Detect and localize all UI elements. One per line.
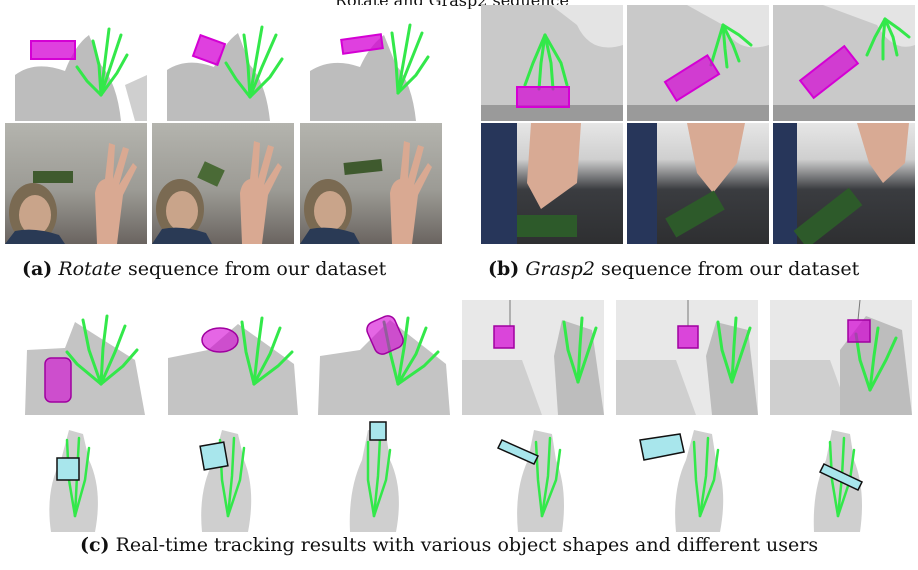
depth-render [25, 314, 145, 415]
caption-a-tag: (a) [22, 258, 53, 280]
grasp2-rgb-frame-1 [481, 123, 623, 244]
tracking-model-frame-1 [5, 420, 147, 532]
caption-b: (b) Grasp2 sequence from our dataset [488, 258, 859, 280]
rotate-depth-frame-3 [300, 5, 442, 121]
tracking-model-frame-6 [770, 420, 912, 532]
caption-b-rest: sequence from our dataset [600, 258, 860, 280]
caption-c: (c) Real-time tracking results with vari… [80, 534, 818, 556]
depth-render [167, 25, 284, 121]
model-render [349, 421, 399, 532]
rgb-photo [5, 143, 137, 244]
rotate-depth-frame-1 [5, 5, 147, 121]
model-render [639, 430, 724, 532]
grasp2-depth-frame-2 [627, 5, 769, 121]
tracking-model-frame-4 [462, 420, 604, 532]
rgb-photo [481, 123, 581, 244]
depth-render [770, 300, 912, 415]
header-cut-text: Rotate and Grasp2 sequence [335, 0, 569, 9]
rgb-photo [773, 123, 909, 244]
rgb-photo [300, 141, 432, 244]
model-render [813, 430, 864, 532]
tracking-depth-frame-6 [770, 300, 912, 415]
tracking-model-frame-5 [616, 420, 758, 532]
caption-b-name: Grasp2 [525, 258, 595, 280]
tracking-model-frame-2 [158, 420, 300, 532]
grasp2-depth-frame-3 [773, 5, 915, 121]
model-render [49, 430, 98, 532]
grasp2-rgb-frame-2 [627, 123, 769, 244]
rotate-rgb-frame-2 [152, 123, 294, 244]
grasp2-depth-frame-1 [481, 5, 623, 121]
tracking-depth-frame-4 [462, 300, 604, 415]
tracking-depth-frame-3 [310, 300, 452, 415]
depth-render [616, 300, 758, 415]
caption-a-rest: sequence from our dataset [127, 258, 387, 280]
model-render [199, 430, 252, 532]
caption-c-rest: Real-time tracking results with various … [115, 534, 819, 556]
depth-render [627, 5, 769, 121]
tracking-model-frame-3 [310, 420, 452, 532]
depth-render [15, 27, 147, 121]
depth-render [773, 5, 915, 121]
grasp2-rgb-frame-3 [773, 123, 915, 244]
depth-render [462, 300, 604, 415]
depth-render [168, 316, 298, 415]
tracking-depth-frame-5 [616, 300, 758, 415]
caption-a-name: Rotate [58, 258, 122, 280]
model-render [496, 430, 564, 532]
depth-render [318, 315, 450, 415]
rgb-photo [152, 141, 282, 244]
caption-b-tag: (b) [488, 258, 520, 280]
rotate-rgb-frame-3 [300, 123, 442, 244]
rotate-depth-frame-2 [152, 5, 294, 121]
tracking-depth-frame-1 [5, 300, 147, 415]
cropped-header-text: Rotate and Grasp2 sequence [0, 0, 918, 9]
rgb-photo [627, 123, 745, 244]
caption-a: (a) Rotate sequence from our dataset [22, 258, 386, 280]
depth-render [481, 5, 623, 121]
rotate-rgb-frame-1 [5, 123, 147, 244]
tracking-depth-frame-2 [158, 300, 300, 415]
caption-c-tag: (c) [80, 534, 110, 556]
depth-render [310, 23, 430, 121]
